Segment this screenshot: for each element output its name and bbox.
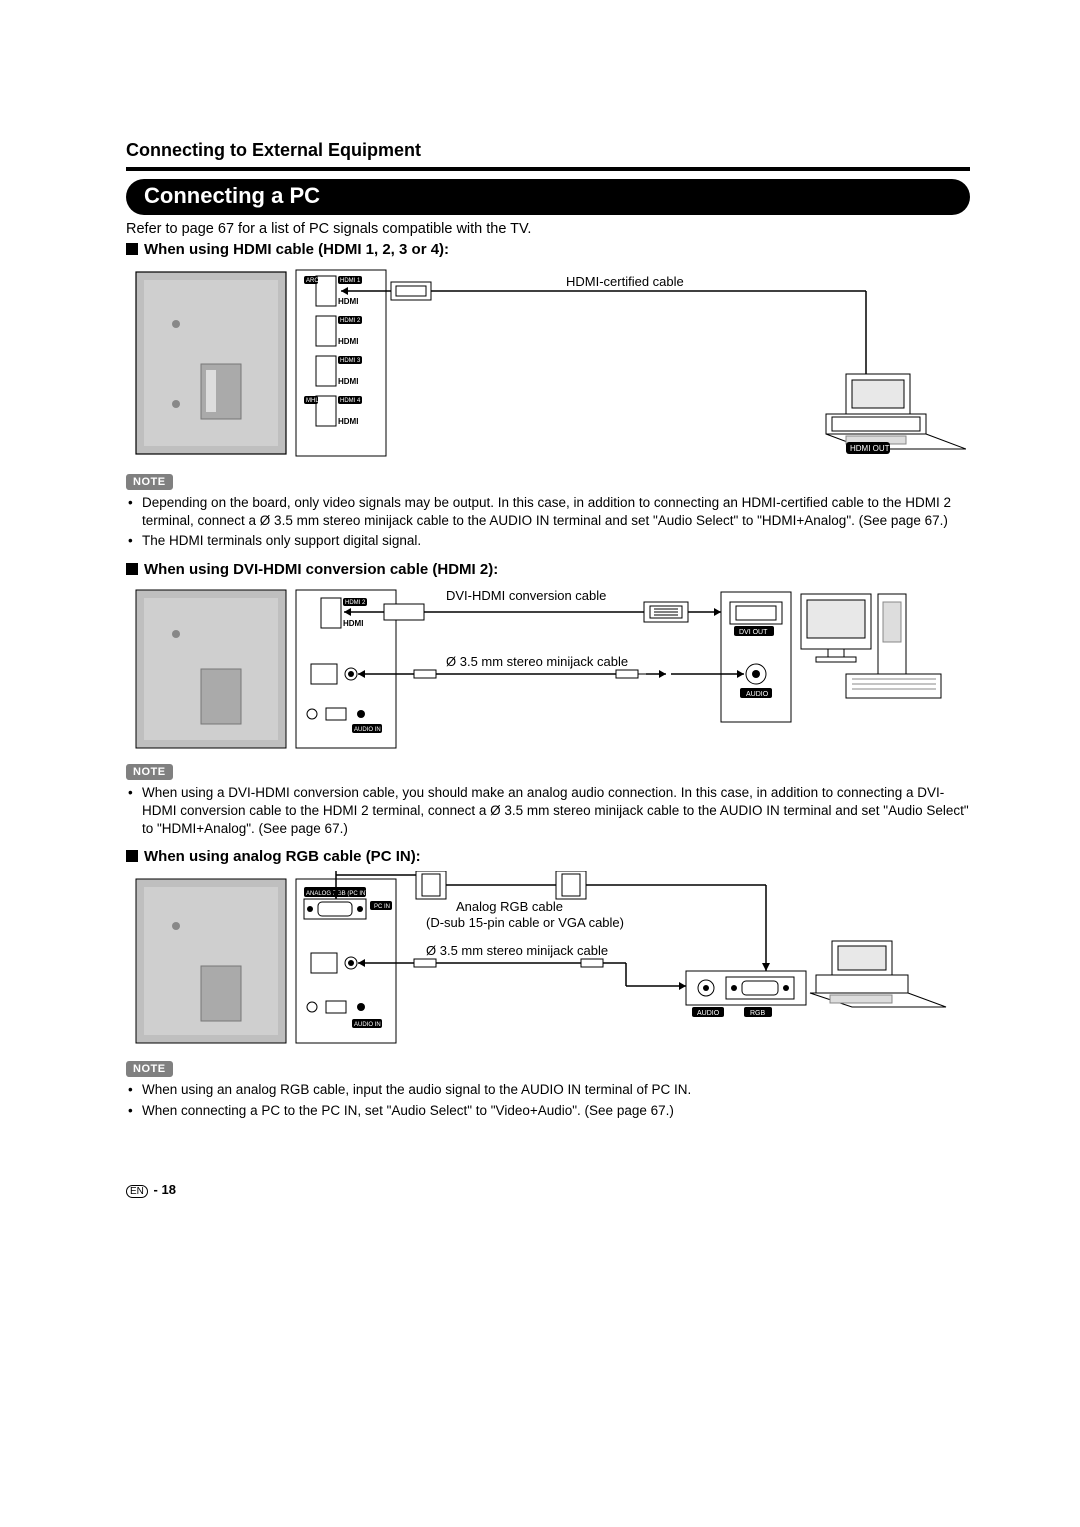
svg-text:HDMI 4: HDMI 4 <box>340 398 361 404</box>
note-list-2: When using a DVI-HDMI conversion cable, … <box>126 784 970 839</box>
subhead-rgb-text: When using analog RGB cable (PC IN): <box>144 848 421 865</box>
note-item: The HDMI terminals only support digital … <box>142 532 970 550</box>
hdmi-cable-label: HDMI-certified cable <box>566 274 684 289</box>
subhead-rgb: When using analog RGB cable (PC IN): <box>126 848 970 865</box>
svg-text:HDMI: HDMI <box>343 619 363 628</box>
svg-text:RGB: RGB <box>750 1010 766 1017</box>
diagram-dvi: HDMI 2 HDMI AUDIO IN DVI-HDMI conversion… <box>126 584 970 754</box>
note-badge: NOTE <box>126 764 173 780</box>
bullet-square-icon <box>126 243 138 255</box>
svg-text:HDMI: HDMI <box>338 377 358 386</box>
svg-text:HDMI 1: HDMI 1 <box>340 278 361 284</box>
svg-text:DVI-HDMI conversion cable: DVI-HDMI conversion cable <box>446 588 606 603</box>
note-list-1: Depending on the board, only video signa… <box>126 494 970 551</box>
svg-text:MHL: MHL <box>306 398 319 404</box>
note-list-3: When using an analog RGB cable, input th… <box>126 1081 970 1119</box>
page-num-value: 18 <box>161 1182 175 1197</box>
note-item: When using a DVI-HDMI conversion cable, … <box>142 784 970 839</box>
svg-text:ARC: ARC <box>306 278 319 284</box>
svg-text:Ø 3.5 mm stereo minijack cable: Ø 3.5 mm stereo minijack cable <box>426 943 608 958</box>
note-item: When connecting a PC to the PC IN, set "… <box>142 1102 970 1120</box>
laptop-icon <box>826 374 966 449</box>
svg-text:AUDIO IN: AUDIO IN <box>354 727 381 733</box>
subhead-dvi-text: When using DVI-HDMI conversion cable (HD… <box>144 561 498 578</box>
note-badge: NOTE <box>126 474 173 490</box>
svg-text:AUDIO: AUDIO <box>746 691 769 698</box>
svg-text:AUDIO: AUDIO <box>697 1010 720 1017</box>
title-bar-text: Connecting a PC <box>144 183 320 208</box>
page-number: EN - 18 <box>126 1182 176 1197</box>
section-heading: Connecting to External Equipment <box>126 140 970 161</box>
title-bar: Connecting a PC <box>126 179 970 215</box>
laptop-icon <box>810 941 946 1007</box>
bullet-square-icon <box>126 563 138 575</box>
svg-text:HDMI 2: HDMI 2 <box>340 318 361 324</box>
svg-text:DVI OUT: DVI OUT <box>739 629 768 636</box>
svg-text:HDMI: HDMI <box>338 297 358 306</box>
diagram-rgb: ANALOG RGB (PC IN) PC IN AUDIO IN Analog… <box>126 871 970 1051</box>
page-lang: EN <box>126 1185 148 1198</box>
subhead-hdmi: When using HDMI cable (HDMI 1, 2, 3 or 4… <box>126 241 970 258</box>
svg-text:PC IN: PC IN <box>374 904 390 910</box>
note-item: When using an analog RGB cable, input th… <box>142 1081 970 1099</box>
svg-text:Analog RGB cable: Analog RGB cable <box>456 899 563 914</box>
svg-text:Ø 3.5 mm stereo minijack cable: Ø 3.5 mm stereo minijack cable <box>446 654 628 669</box>
intro-text: Refer to page 67 for a list of PC signal… <box>126 221 970 237</box>
svg-text:HDMI OUT: HDMI OUT <box>850 444 890 453</box>
note-badge: NOTE <box>126 1061 173 1077</box>
section-rule <box>126 167 970 171</box>
svg-text:HDMI 2: HDMI 2 <box>345 600 366 606</box>
svg-text:HDMI 3: HDMI 3 <box>340 358 361 364</box>
svg-text:AUDIO IN: AUDIO IN <box>354 1022 381 1028</box>
svg-text:HDMI: HDMI <box>338 337 358 346</box>
svg-text:HDMI: HDMI <box>338 417 358 426</box>
note-item: Depending on the board, only video signa… <box>142 494 970 530</box>
subhead-dvi: When using DVI-HDMI conversion cable (HD… <box>126 561 970 578</box>
svg-text:(D-sub 15-pin cable or VGA cab: (D-sub 15-pin cable or VGA cable) <box>426 915 624 930</box>
bullet-square-icon <box>126 850 138 862</box>
diagram-hdmi: ARC HDMI 1 HDMI HDMI 2 HDMI HDMI 3 HDMI … <box>126 264 970 464</box>
subhead-hdmi-text: When using HDMI cable (HDMI 1, 2, 3 or 4… <box>144 241 449 258</box>
